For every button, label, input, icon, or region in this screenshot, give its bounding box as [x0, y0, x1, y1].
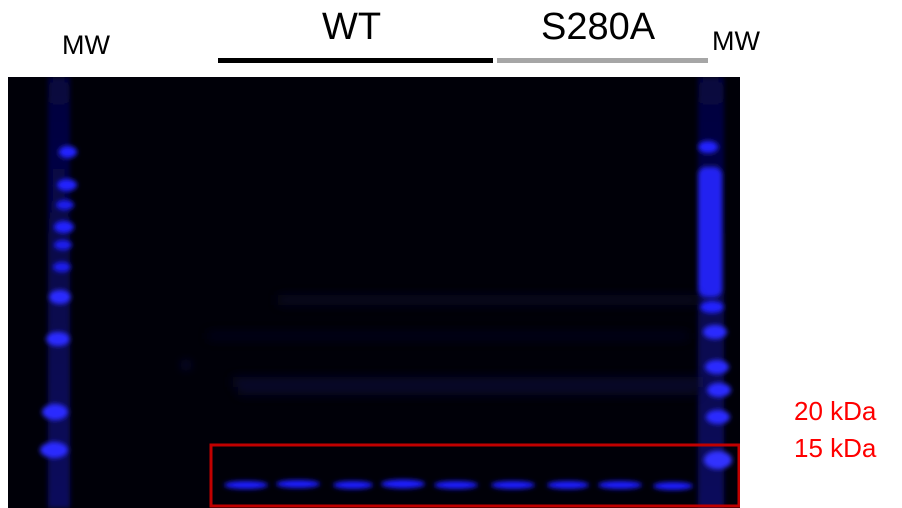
marker-20-kda: 20 kDa	[794, 396, 877, 426]
wt-group-label: WT	[322, 6, 382, 48]
marker-15-kda: 15 kDa	[794, 433, 877, 463]
s280a-lane-bar	[497, 58, 708, 63]
faint-bands	[182, 295, 703, 395]
highlight-box	[209, 443, 740, 508]
wt-lane-bar	[218, 58, 493, 63]
mw-label-right: MW	[712, 26, 760, 56]
mw-ladder-left	[40, 77, 77, 508]
mw-ladder-right	[698, 77, 732, 508]
mw-label-left: MW	[62, 30, 110, 60]
blot-background	[8, 77, 740, 508]
target-bands	[224, 479, 693, 490]
s280a-group-label: S280A	[541, 6, 656, 48]
western-blot-image	[8, 77, 740, 508]
